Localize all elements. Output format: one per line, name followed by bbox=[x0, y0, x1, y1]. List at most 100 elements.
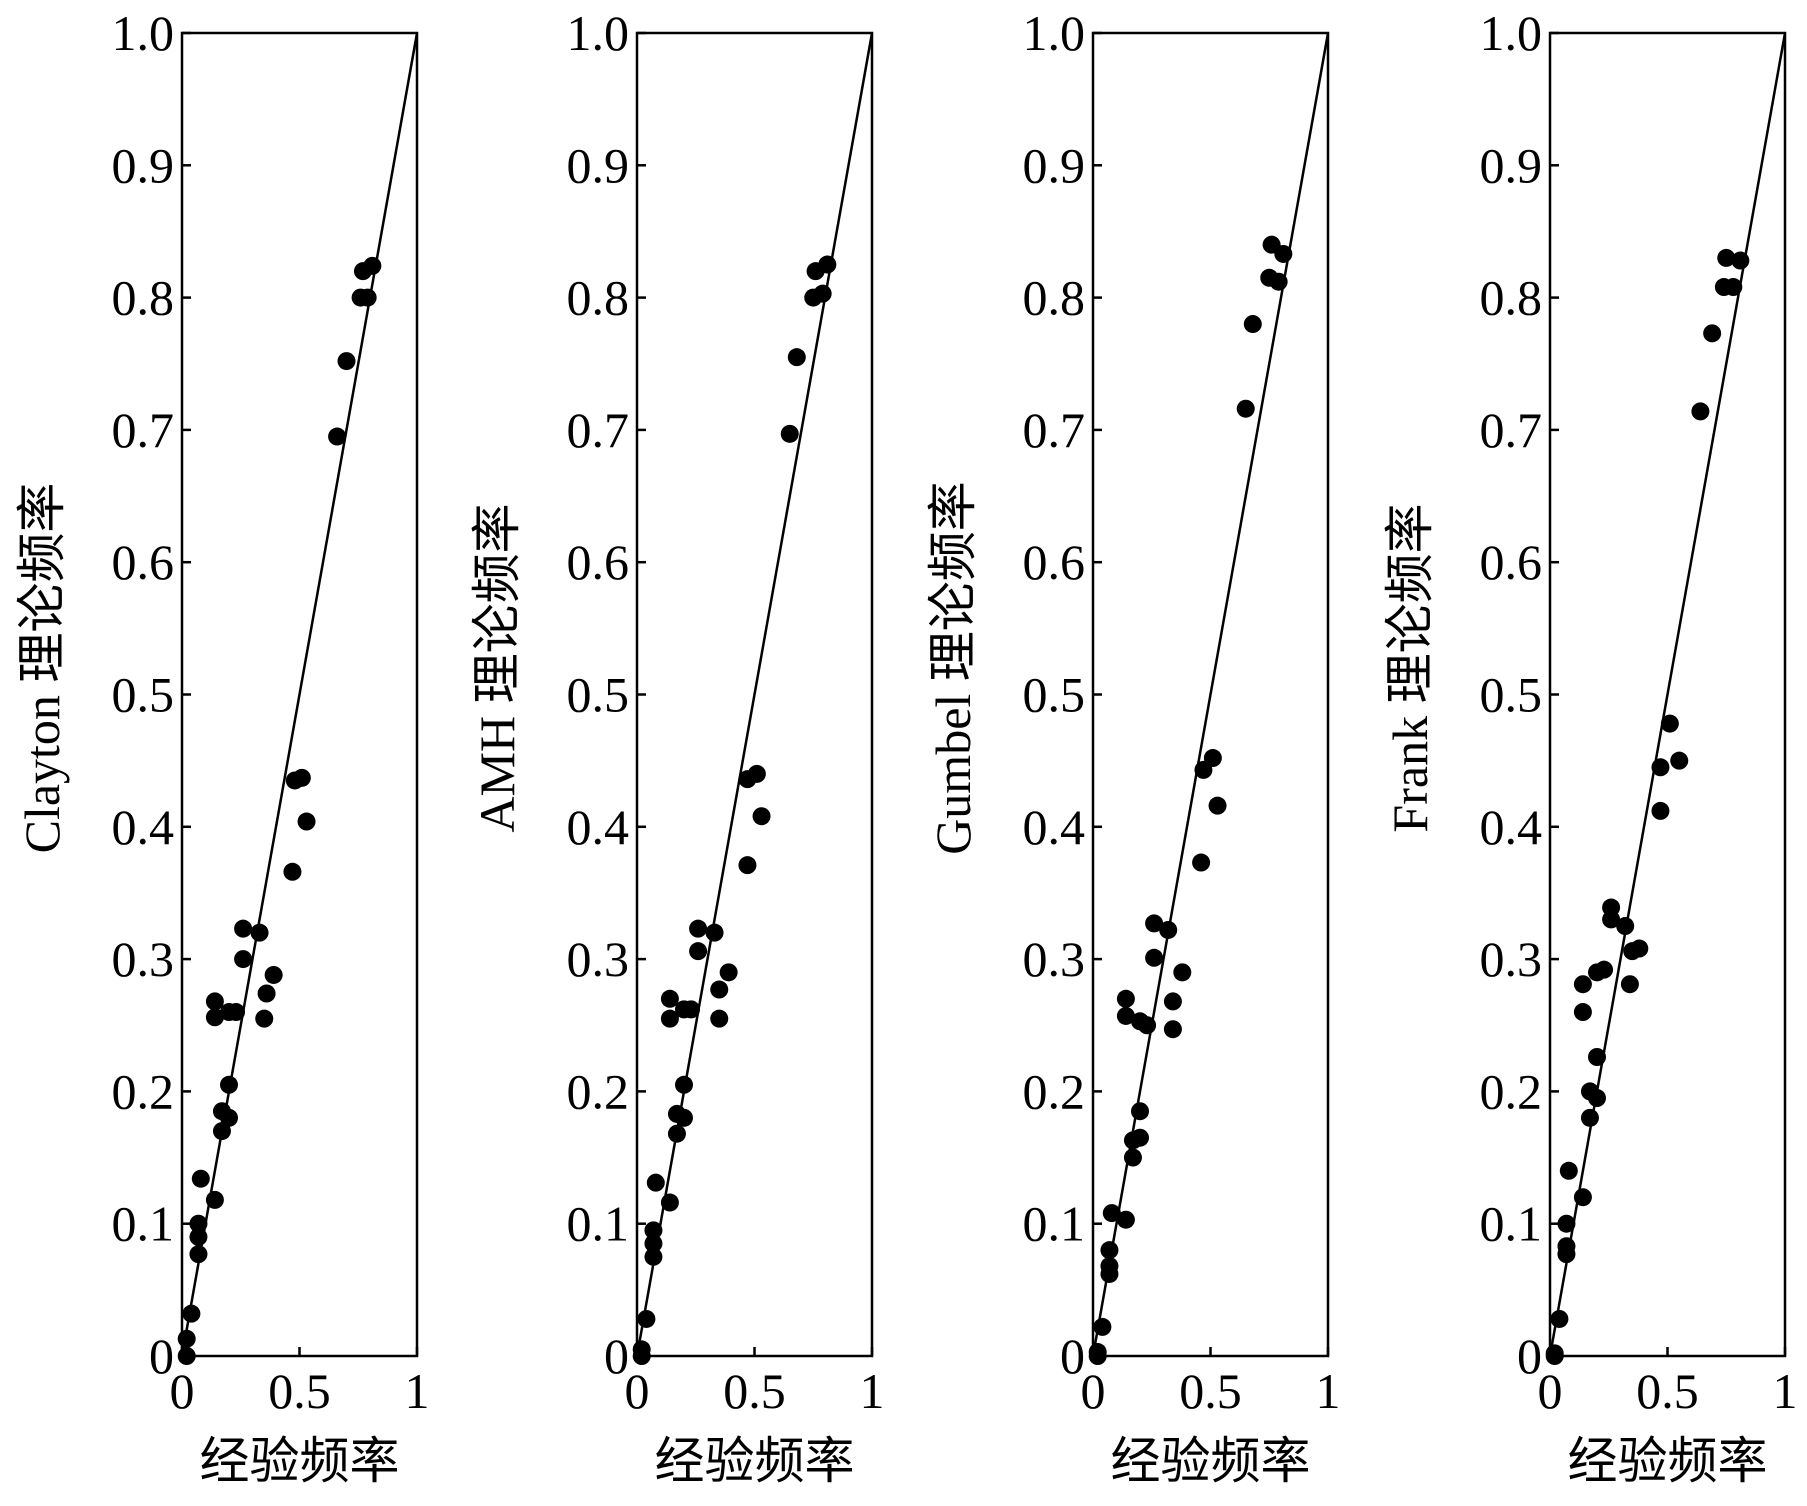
data-point bbox=[667, 1124, 686, 1143]
data-point bbox=[1116, 1006, 1135, 1025]
panel-4: 0 0.1 0.2 0.3 0.4 0.5 0.6 0.7 0.8 0.9 1.0 0 0.5 1经验频率… bbox=[1382, 5, 1798, 1489]
y-tick-label: 0.2 bbox=[1480, 1063, 1543, 1119]
data-point bbox=[234, 919, 253, 938]
data-point bbox=[250, 923, 269, 942]
data-point bbox=[1588, 1089, 1606, 1108]
reference-line bbox=[635, 32, 874, 1357]
x-axis-label: 经验频率 bbox=[200, 1433, 400, 1489]
y-tick-label: 0.6 bbox=[1023, 534, 1086, 590]
data-point bbox=[1717, 248, 1736, 267]
x-tick-label: 0 bbox=[170, 1363, 195, 1419]
data-point bbox=[1102, 1204, 1121, 1223]
data-point bbox=[1274, 244, 1293, 263]
x-tick-label: 0.5 bbox=[1636, 1363, 1699, 1419]
data-point bbox=[632, 1340, 651, 1359]
y-tick-label: 0.3 bbox=[112, 931, 175, 987]
x-axis-label: 经验频率 bbox=[655, 1433, 855, 1489]
y-tick-label: 0.1 bbox=[1023, 1196, 1086, 1252]
x-tick-label: 0 bbox=[625, 1363, 650, 1419]
data-point bbox=[1093, 1317, 1112, 1336]
y-tick-label: 0.3 bbox=[1023, 931, 1086, 987]
data-point bbox=[1573, 975, 1592, 994]
data-point bbox=[780, 424, 799, 443]
data-point bbox=[205, 1190, 224, 1209]
data-point bbox=[660, 989, 679, 1008]
y-tick-label: 0.7 bbox=[567, 402, 630, 458]
data-point bbox=[1557, 1237, 1576, 1256]
data-point bbox=[292, 768, 311, 787]
data-point bbox=[1123, 1148, 1142, 1167]
data-point bbox=[1616, 917, 1635, 936]
data-point bbox=[1208, 796, 1227, 815]
panel-3: 0 0.1 0.2 0.3 0.4 0.5 0.6 0.7 0.8 0.9 1.0 0 0.5 1经验频率… bbox=[925, 5, 1341, 1489]
x-tick-label: 0 bbox=[1081, 1363, 1106, 1419]
x-tick-label: 1 bbox=[1773, 1363, 1798, 1419]
y-tick-label: 0.2 bbox=[112, 1063, 175, 1119]
y-tick-label: 0.2 bbox=[1023, 1063, 1086, 1119]
data-point bbox=[1580, 1108, 1599, 1127]
data-point bbox=[220, 1075, 238, 1094]
data-point bbox=[1550, 1309, 1569, 1328]
y-tick-label: 0.3 bbox=[1480, 931, 1543, 987]
data-point bbox=[328, 427, 347, 446]
y-tick-label: 0.9 bbox=[1023, 137, 1086, 193]
data-point bbox=[1163, 1020, 1182, 1039]
data-point bbox=[297, 812, 316, 831]
data-point bbox=[1100, 1241, 1119, 1260]
data-point bbox=[205, 992, 224, 1011]
data-point bbox=[1236, 399, 1255, 418]
data-point bbox=[264, 965, 283, 984]
y-tick-label: 0.8 bbox=[1480, 270, 1543, 326]
x-axis-label: 经验频率 bbox=[1111, 1433, 1311, 1489]
data-point bbox=[358, 288, 377, 307]
data-point bbox=[1557, 1214, 1576, 1233]
data-point bbox=[177, 1329, 196, 1348]
x-axis-label: 经验频率 bbox=[1568, 1433, 1768, 1489]
y-axis-label: Gumbel 理论频率 bbox=[925, 481, 981, 855]
x-tick-label: 0.5 bbox=[268, 1363, 331, 1419]
y-tick-label: 0.4 bbox=[1023, 799, 1086, 855]
data-point bbox=[205, 1008, 224, 1027]
y-tick-label: 0.7 bbox=[112, 402, 175, 458]
x-tick-label: 1 bbox=[860, 1363, 885, 1419]
data-point bbox=[787, 348, 806, 367]
y-axis-label: AMH 理论频率 bbox=[469, 503, 525, 832]
y-tick-label: 0.1 bbox=[1480, 1196, 1543, 1252]
data-point bbox=[337, 352, 356, 371]
data-point bbox=[182, 1304, 201, 1323]
y-tick-label: 0 bbox=[149, 1328, 174, 1384]
data-point bbox=[637, 1309, 656, 1328]
data-point bbox=[1588, 1048, 1606, 1067]
panel-1: 0 0.1 0.2 0.3 0.4 0.5 0.6 0.7 0.8 0.9 1.0 0 0.5 1经验频率… bbox=[14, 5, 430, 1489]
y-tick-label: 0.4 bbox=[1480, 799, 1543, 855]
data-point bbox=[1173, 963, 1192, 982]
data-point bbox=[818, 255, 837, 274]
data-point bbox=[1731, 251, 1750, 270]
y-tick-label: 0.4 bbox=[567, 799, 630, 855]
data-point bbox=[689, 919, 708, 938]
data-point bbox=[646, 1173, 665, 1192]
data-point bbox=[1595, 960, 1614, 979]
data-point bbox=[682, 1000, 701, 1019]
data-point bbox=[660, 1009, 679, 1028]
data-point bbox=[1724, 278, 1743, 297]
y-tick-label: 0.2 bbox=[567, 1063, 630, 1119]
y-tick-label: 0.9 bbox=[112, 137, 175, 193]
data-point bbox=[1703, 324, 1722, 343]
data-point bbox=[644, 1234, 663, 1253]
data-point bbox=[1088, 1343, 1107, 1362]
data-point bbox=[1138, 1016, 1157, 1035]
y-tick-label: 0.6 bbox=[1480, 534, 1543, 590]
data-point bbox=[234, 950, 253, 969]
y-axis-label: Clayton 理论频率 bbox=[14, 483, 70, 854]
data-point bbox=[1620, 975, 1639, 994]
y-tick-label: 0.9 bbox=[567, 137, 630, 193]
data-point bbox=[283, 862, 302, 881]
data-point bbox=[738, 856, 757, 875]
data-point bbox=[1691, 402, 1710, 421]
data-point bbox=[1573, 1003, 1592, 1022]
y-axis-label: Frank 理论频率 bbox=[1382, 503, 1438, 832]
data-point bbox=[1100, 1257, 1119, 1276]
x-tick-label: 1 bbox=[405, 1363, 430, 1419]
